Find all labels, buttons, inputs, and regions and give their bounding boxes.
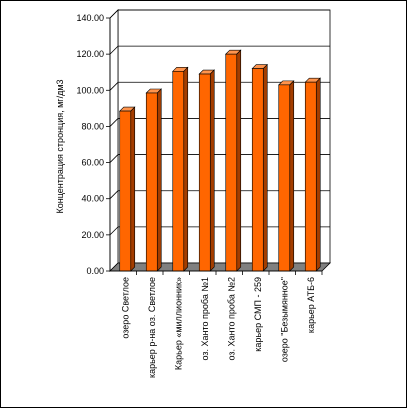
y-tick-label: 20.00 [81,230,104,240]
y-tick-label: 100.00 [76,85,104,95]
bar [198,69,215,272]
y-axis-ticks: 0.00 20.00 40.00 60.00 80.00 100.00 120.00 140.… [76,13,111,276]
gridline-side [109,226,119,236]
bar-front [225,53,238,272]
bar-side [183,66,189,272]
x-category-label: карьер р-на оз. Светлое [147,277,157,378]
x-category-label: озеро "Безымянное" [279,277,289,362]
y-tick-label: 140.00 [76,13,104,23]
y-tick-label: 0.00 [86,266,104,276]
floor [109,262,331,272]
bar-side [262,63,268,272]
bars [119,49,321,272]
bar-side [289,80,295,272]
x-category-label: озеро Светлое [120,277,130,339]
bar [278,80,295,272]
gridline-side [109,190,119,199]
y-axis-label: Концентрация стронция, мг/дм3 [55,79,65,213]
bar [172,66,189,272]
bar [119,106,136,272]
bar-front [145,92,158,272]
bar [145,88,162,272]
gridline-side [109,45,119,55]
side-wall [109,9,119,272]
bar-front [172,71,185,272]
gridline-side [109,118,119,127]
gridline-side [109,9,119,19]
y-tick-label: 120.00 [76,49,104,59]
x-category-label: оз. Ханто проба №2 [226,277,236,361]
x-axis-categories: озеро Светлое карьер р-на оз. Светлое Карь… [110,270,323,378]
gridline-side [109,154,119,163]
x-category-label: карьер АТБ-6 [306,277,316,333]
x-category-label: Карьер «миллионник» [173,277,183,370]
bar-front [198,73,211,272]
bar-side [209,69,215,272]
bar-front [304,81,317,272]
bar [304,77,321,272]
bar-side [156,88,162,272]
bar [251,63,268,272]
y-tick-label: 60.00 [81,158,104,168]
y-tick-label: 80.00 [81,121,104,131]
bar-side [130,106,136,272]
bar-front [251,68,264,272]
x-category-label: оз. Ханто проба №1 [200,277,210,361]
bar-front [119,110,132,272]
bar-front [278,84,291,272]
bar-side [315,77,321,272]
bar [225,49,242,272]
y-tick-label: 40.00 [81,194,104,204]
chart-walls [109,9,331,272]
x-category-label: карьер СМП - 259 [253,277,263,352]
bar-side [236,49,242,272]
gridline-side [109,82,119,91]
